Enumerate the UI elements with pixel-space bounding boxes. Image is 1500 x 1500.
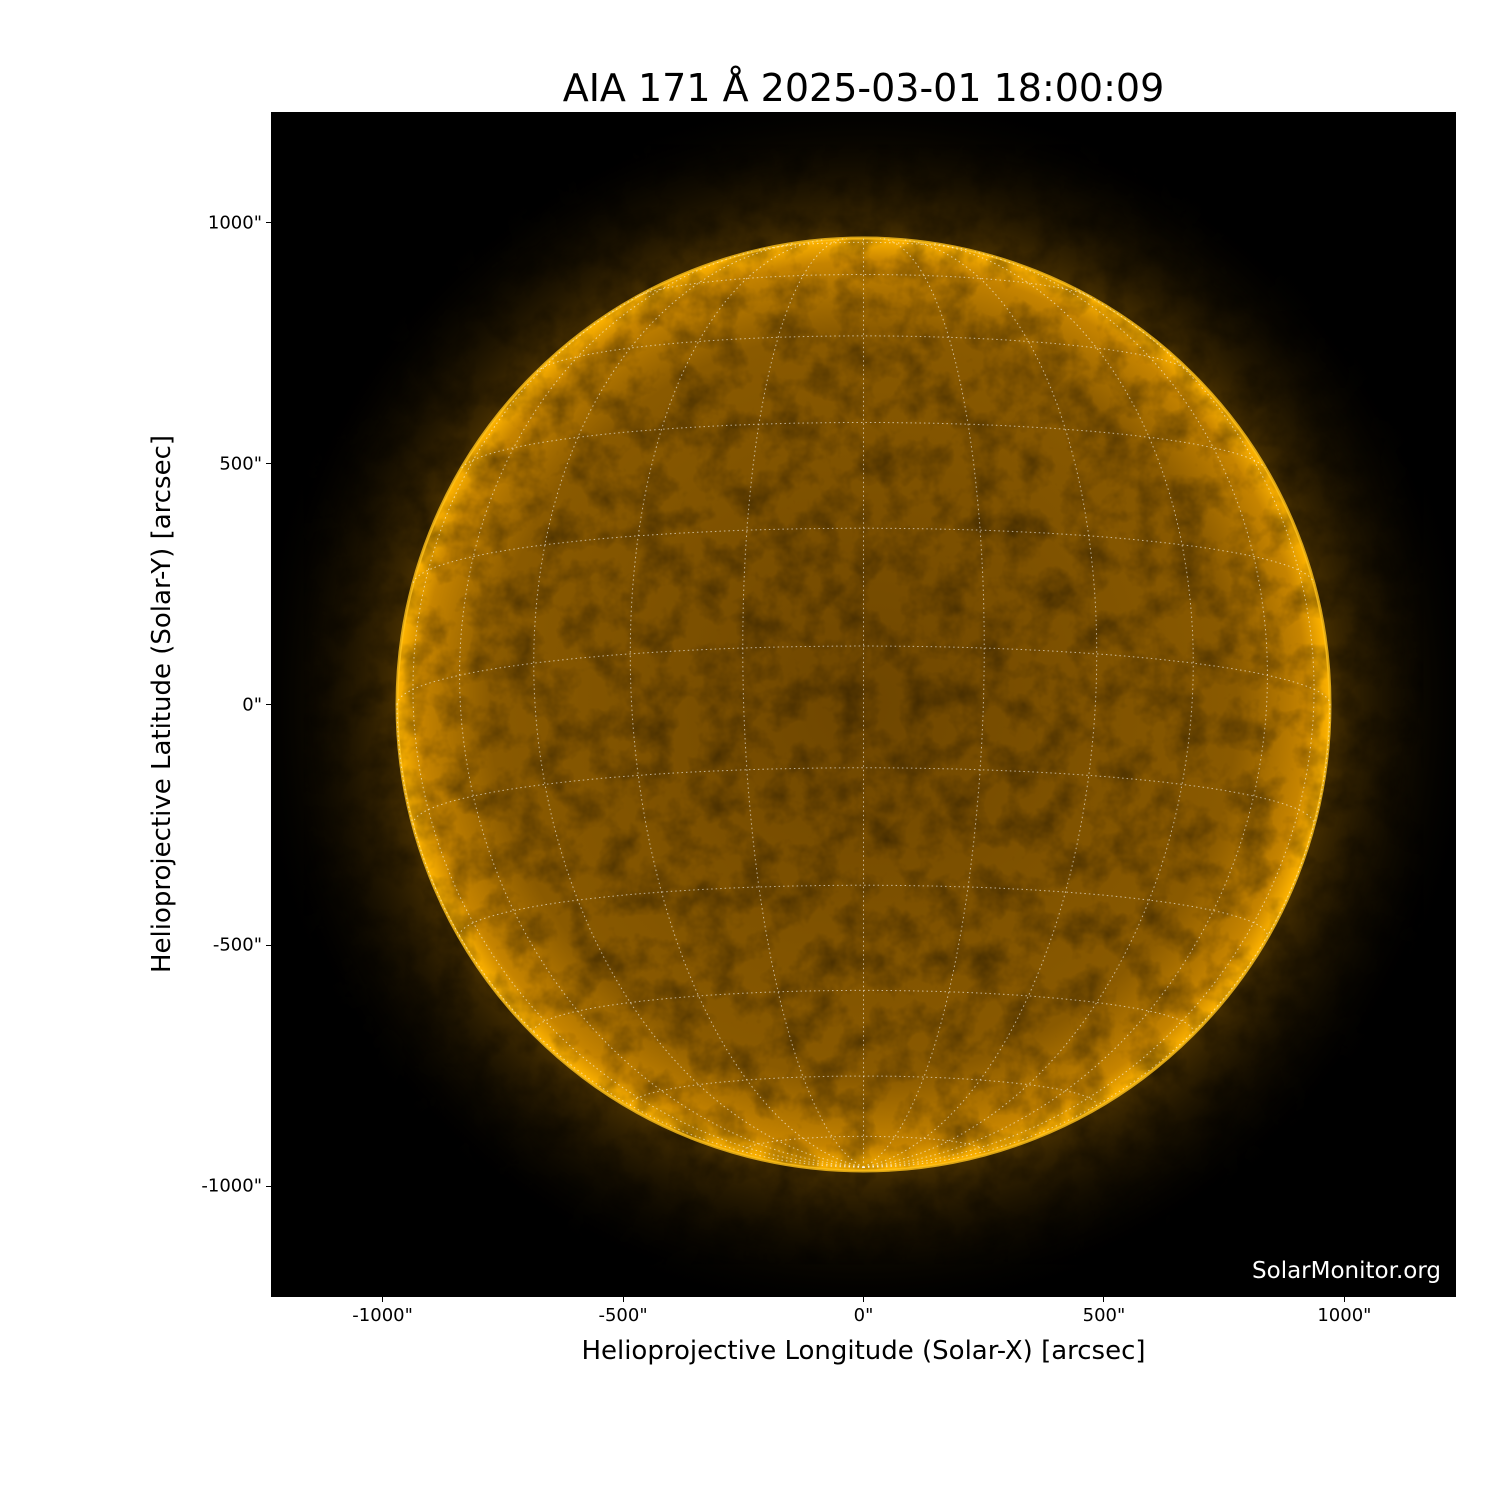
y-tick-mark [266,222,272,224]
grid-parallel [396,645,1331,705]
y-tick-mark [266,463,272,465]
x-tick-label: -500" [598,1305,648,1326]
y-tick-label: 1000" [207,212,262,234]
x-tick-mark [622,1296,624,1302]
grid-parallel [412,527,1315,583]
y-axis-label: Helioprojective Latitude (Solar-Y) [arcs… [147,434,177,974]
x-tick-mark [1103,1296,1105,1302]
grid-parallel [742,1135,985,1152]
y-tick-mark [266,1185,272,1187]
grid-meridian [458,251,864,1168]
grid-parallel [758,241,969,251]
solar-image [272,113,1455,1296]
grid-meridian [412,288,864,1168]
x-tick-label: -1000" [352,1305,413,1326]
plot-area: SolarMonitor.org [271,112,1456,1297]
x-tick-label: 1000" [1317,1305,1372,1326]
grid-parallel [629,1075,1098,1106]
x-axis-label: Helioprojective Longitude (Solar-X) [arc… [581,1336,1146,1366]
grid-meridian [863,237,985,1168]
y-tick-label: -500" [212,934,262,956]
y-tick-mark [266,944,272,946]
x-tick-label: 0" [853,1305,874,1326]
y-tick-label: -1000" [201,1175,262,1197]
grid-meridian [863,242,1194,1168]
y-tick-label: 500" [219,453,262,475]
x-tick-mark [382,1296,384,1302]
grid-meridian [863,288,1315,1168]
x-tick-mark [1343,1296,1345,1302]
y-tick-label: 0" [242,694,262,715]
disk-texture [397,238,1330,1171]
grid-meridian [533,242,864,1168]
x-tick-label: 500" [1082,1305,1126,1326]
watermark: SolarMonitor.org [1252,1258,1441,1284]
chart-title: AIA 171 Å 2025-03-01 18:00:09 [562,66,1165,110]
grid-meridian [742,237,864,1168]
grid-parallel [533,989,1194,1032]
y-tick-mark [266,704,272,705]
grid-parallel [461,422,1266,469]
grid-meridian [863,251,1269,1168]
grid-meridian [863,704,1331,1168]
x-tick-mark [863,1296,864,1302]
